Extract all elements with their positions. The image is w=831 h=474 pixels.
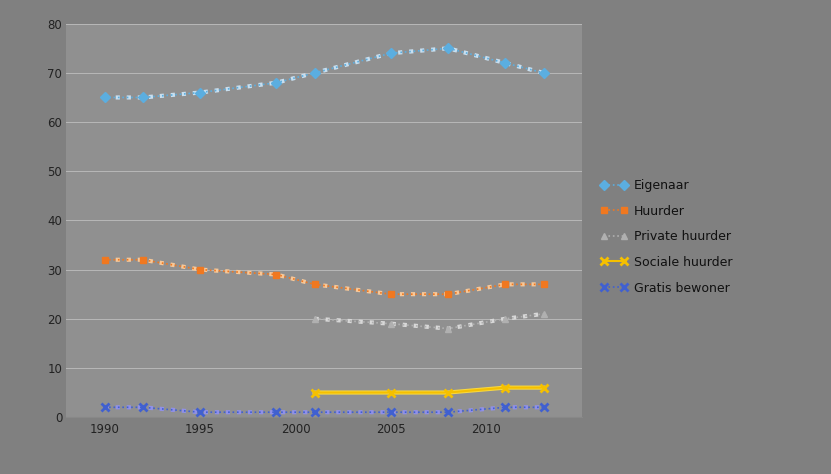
Gratis bewoner bbox=[500, 404, 510, 410]
Huurder bbox=[310, 282, 320, 287]
Eigenaar bbox=[500, 60, 510, 66]
Line: Gratis bewoner: Gratis bewoner bbox=[101, 403, 548, 416]
Private huurder bbox=[538, 311, 548, 317]
Huurder bbox=[138, 257, 148, 263]
Huurder bbox=[100, 257, 110, 263]
Eigenaar bbox=[100, 95, 110, 100]
Gratis bewoner bbox=[272, 410, 282, 415]
Huurder bbox=[443, 292, 453, 297]
Private huurder bbox=[386, 321, 396, 327]
Huurder bbox=[500, 282, 510, 287]
Sociale huurder bbox=[386, 390, 396, 395]
Gratis bewoner bbox=[310, 410, 320, 415]
Huurder bbox=[195, 267, 205, 273]
Huurder bbox=[272, 272, 282, 277]
Legend: Eigenaar, Huurder, Private huurder, Sociale huurder, Gratis bewoner: Eigenaar, Huurder, Private huurder, Soci… bbox=[597, 176, 736, 298]
Huurder bbox=[538, 282, 548, 287]
Line: Private huurder: Private huurder bbox=[311, 310, 547, 332]
Line: Huurder: Huurder bbox=[101, 256, 547, 298]
Huurder bbox=[386, 292, 396, 297]
Eigenaar bbox=[386, 50, 396, 56]
Gratis bewoner bbox=[100, 404, 110, 410]
Private huurder bbox=[500, 316, 510, 322]
Gratis bewoner bbox=[386, 410, 396, 415]
Sociale huurder bbox=[500, 385, 510, 391]
Line: Eigenaar: Eigenaar bbox=[101, 45, 547, 101]
Eigenaar bbox=[538, 70, 548, 76]
Sociale huurder bbox=[538, 385, 548, 391]
Sociale huurder bbox=[310, 390, 320, 395]
Gratis bewoner bbox=[138, 404, 148, 410]
Eigenaar bbox=[138, 95, 148, 100]
Sociale huurder bbox=[443, 390, 453, 395]
Gratis bewoner bbox=[195, 410, 205, 415]
Eigenaar bbox=[443, 46, 453, 51]
Private huurder bbox=[443, 326, 453, 331]
Gratis bewoner bbox=[538, 404, 548, 410]
Private huurder bbox=[310, 316, 320, 322]
Eigenaar bbox=[310, 70, 320, 76]
Line: Sociale huurder: Sociale huurder bbox=[311, 383, 548, 397]
Eigenaar bbox=[195, 90, 205, 95]
Gratis bewoner bbox=[443, 410, 453, 415]
Eigenaar bbox=[272, 80, 282, 86]
